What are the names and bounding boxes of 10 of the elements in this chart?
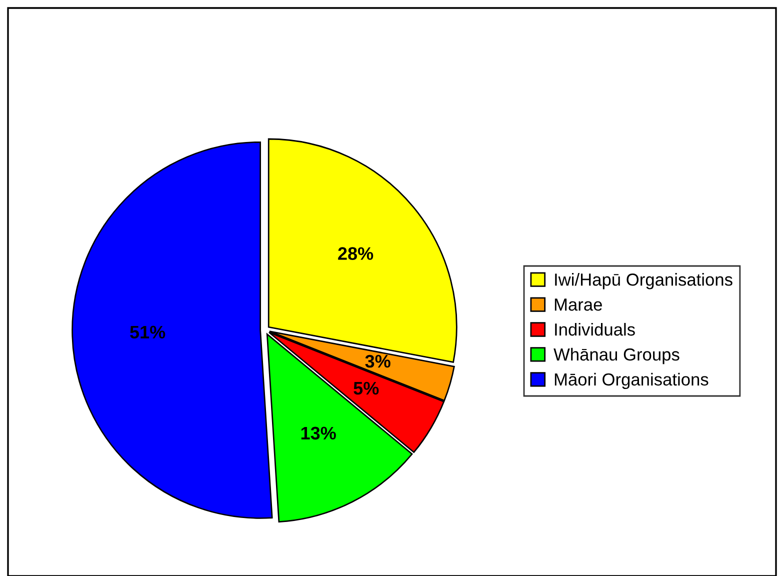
legend-label: Marae <box>554 298 602 311</box>
legend-label: Iwi/Hapū Organisations <box>555 273 732 290</box>
legend-label: Individuals <box>555 322 635 336</box>
legend-label: Māori Organisations <box>554 372 708 390</box>
data-label: 13% <box>301 426 336 440</box>
data-label: 5% <box>354 382 379 395</box>
data-label: 28% <box>338 247 374 260</box>
data-label: 3% <box>365 354 390 368</box>
legend-label: Whānau Groups <box>554 348 680 364</box>
data-label: 51% <box>130 326 166 339</box>
